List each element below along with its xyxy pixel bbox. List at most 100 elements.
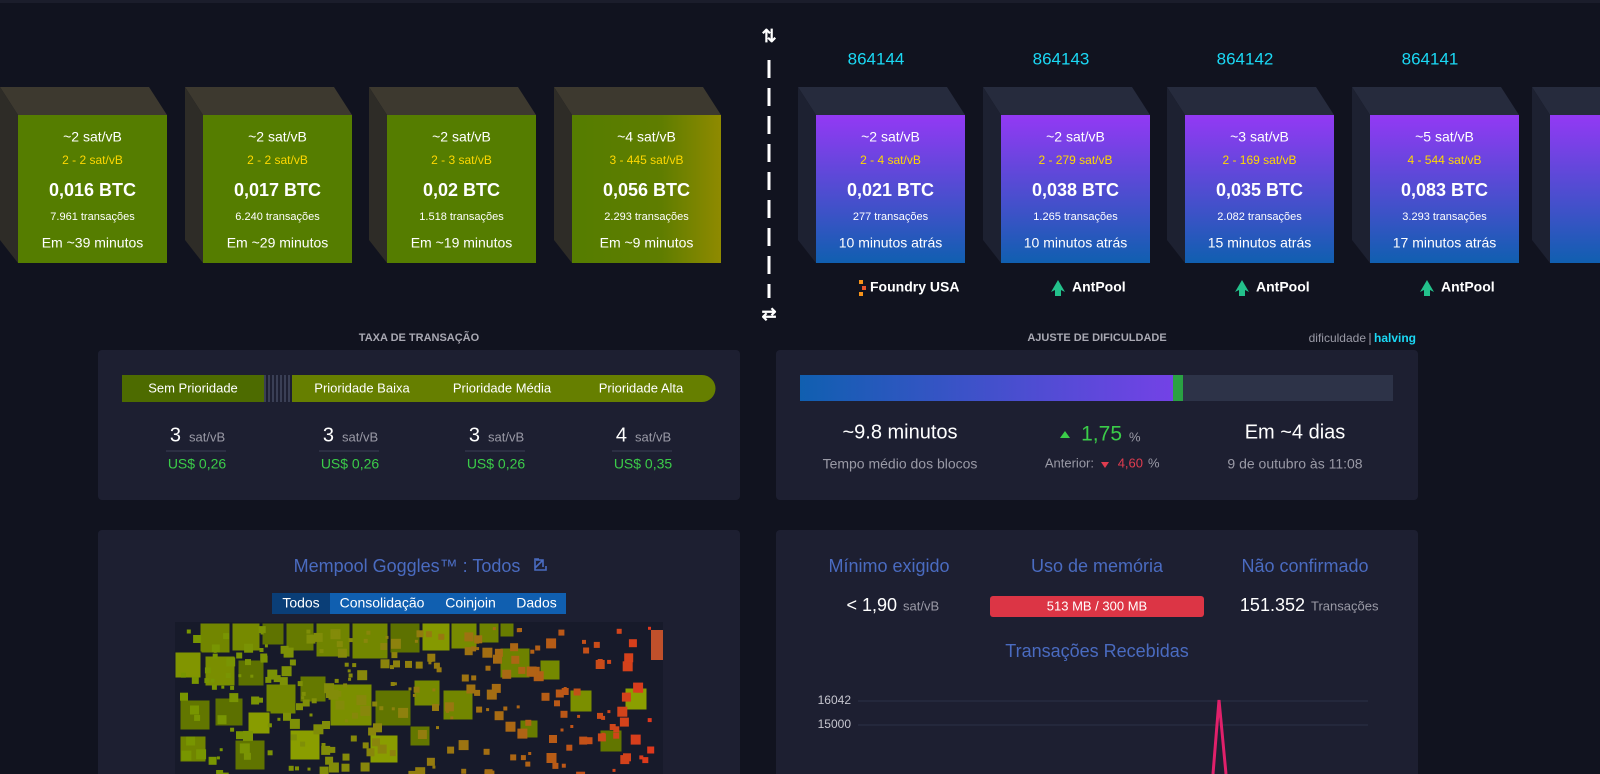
- swap-icon[interactable]: ⇄: [761, 304, 776, 324]
- tx-square: [260, 653, 268, 661]
- tx-square: [288, 765, 294, 771]
- block-front[interactable]: [1185, 115, 1334, 263]
- block-eta: Em ~29 minutos: [227, 235, 329, 251]
- block-size: 0,021 BTC: [847, 180, 934, 200]
- block-side: [1352, 87, 1370, 263]
- tx-square: [593, 641, 600, 648]
- tx-square: [539, 677, 543, 681]
- tx-square: [617, 706, 628, 717]
- difficulty-title: AJUSTE DE DIFICULDADE: [1027, 332, 1166, 344]
- tx-square: [573, 688, 581, 696]
- tx-square: [296, 703, 303, 711]
- block-size: 0,02 BTC: [423, 180, 500, 200]
- block-front[interactable]: [572, 115, 721, 263]
- tx-square: [267, 750, 273, 756]
- tx-square: [541, 692, 550, 701]
- tx-square: [190, 705, 199, 715]
- external-link-icon[interactable]: [534, 558, 547, 571]
- tx-square: [302, 699, 310, 707]
- tx-square: [493, 654, 502, 664]
- tx-square: [343, 683, 348, 688]
- tx-square: [569, 689, 593, 713]
- tx-square: [570, 725, 574, 728]
- tx-square: [313, 632, 323, 642]
- block-top: [798, 87, 965, 115]
- tx-square: [471, 675, 477, 681]
- filter-label[interactable]: Coinjoin: [445, 595, 496, 611]
- pool-icon: [1235, 280, 1249, 296]
- fee-value: 3: [469, 424, 480, 446]
- tx-square: [360, 705, 371, 716]
- tx-square: [372, 701, 378, 707]
- tx-square: [621, 692, 631, 702]
- block-front[interactable]: [1550, 115, 1600, 263]
- block-front[interactable]: [387, 115, 536, 263]
- tx-square: [436, 726, 439, 730]
- filter-button[interactable]: [434, 593, 507, 614]
- pool-icon: [1051, 280, 1065, 296]
- tx-square: [433, 662, 440, 669]
- pool-name[interactable]: AntPool: [1441, 279, 1495, 295]
- tx-square: [277, 717, 281, 721]
- fee-unit: sat/vB: [635, 429, 671, 444]
- filter-button[interactable]: [507, 593, 566, 614]
- filter-button[interactable]: [272, 593, 330, 614]
- tx-square: [555, 689, 564, 698]
- filter-label[interactable]: Consolidação: [340, 595, 425, 611]
- tx-square: [415, 767, 426, 774]
- tx-square: [377, 744, 387, 754]
- tx-square: [415, 661, 423, 669]
- block-height[interactable]: 864142: [1217, 49, 1274, 68]
- block-front[interactable]: [18, 115, 167, 263]
- tx-square: [366, 630, 371, 635]
- tx-count: 1.518 transações: [419, 211, 504, 223]
- tx-square: [486, 689, 497, 700]
- tx-square: [325, 756, 334, 765]
- goggles-title[interactable]: Mempool Goggles™ : Todos: [294, 556, 521, 576]
- fee-median: ~4 sat/vB: [617, 129, 676, 145]
- tx-count: 2.082 transações: [1217, 211, 1302, 223]
- tx-square: [352, 663, 357, 668]
- tx-square: [613, 732, 620, 739]
- block-size: 0,056 BTC: [603, 180, 690, 200]
- swap-icon[interactable]: ⇅: [761, 26, 776, 46]
- tx-square: [334, 678, 339, 683]
- tx-square: [619, 717, 629, 727]
- block-front[interactable]: [1370, 115, 1519, 263]
- block-height[interactable]: 864141: [1402, 49, 1459, 68]
- halving-link[interactable]: halving: [1374, 331, 1416, 345]
- block-age: 15 minutos atrás: [1208, 235, 1312, 251]
- tx-square: [525, 719, 532, 726]
- chart-title: Transações Recebidas: [1005, 641, 1188, 661]
- block-front[interactable]: [1001, 115, 1150, 263]
- pool-name[interactable]: AntPool: [1072, 279, 1126, 295]
- pool-name[interactable]: Foundry USA: [870, 279, 959, 295]
- filter-button[interactable]: [330, 593, 434, 614]
- adjust-eta: Em ~4 dias: [1245, 421, 1346, 443]
- block-front[interactable]: [203, 115, 352, 263]
- tx-square: [230, 685, 235, 690]
- pool-name[interactable]: AntPool: [1256, 279, 1310, 295]
- block-top: [1167, 87, 1334, 115]
- block-height[interactable]: 864143: [1033, 49, 1090, 68]
- tx-square: [321, 745, 331, 755]
- tx-square: [390, 638, 401, 649]
- block-height[interactable]: 864144: [848, 49, 905, 68]
- block-front[interactable]: [816, 115, 965, 263]
- block-time-label: Tempo médio dos blocos: [823, 456, 978, 472]
- tx-square: [647, 746, 655, 754]
- tx-square: [518, 666, 526, 674]
- tx-square: [393, 660, 400, 668]
- filter-label[interactable]: Todos: [282, 595, 319, 611]
- difficulty-link[interactable]: dificuldade: [1309, 331, 1367, 345]
- tx-square: [380, 643, 388, 650]
- incoming-line: [1211, 699, 1228, 774]
- tx-square: [311, 698, 317, 704]
- tx-square: [466, 684, 476, 694]
- tx-square: [251, 696, 260, 705]
- filter-label[interactable]: Dados: [516, 595, 556, 611]
- tx-square: [417, 730, 427, 739]
- tx-square: [616, 628, 622, 634]
- tx-square: [186, 736, 196, 746]
- fee-range: 3 - 445 sat/vB: [609, 153, 683, 167]
